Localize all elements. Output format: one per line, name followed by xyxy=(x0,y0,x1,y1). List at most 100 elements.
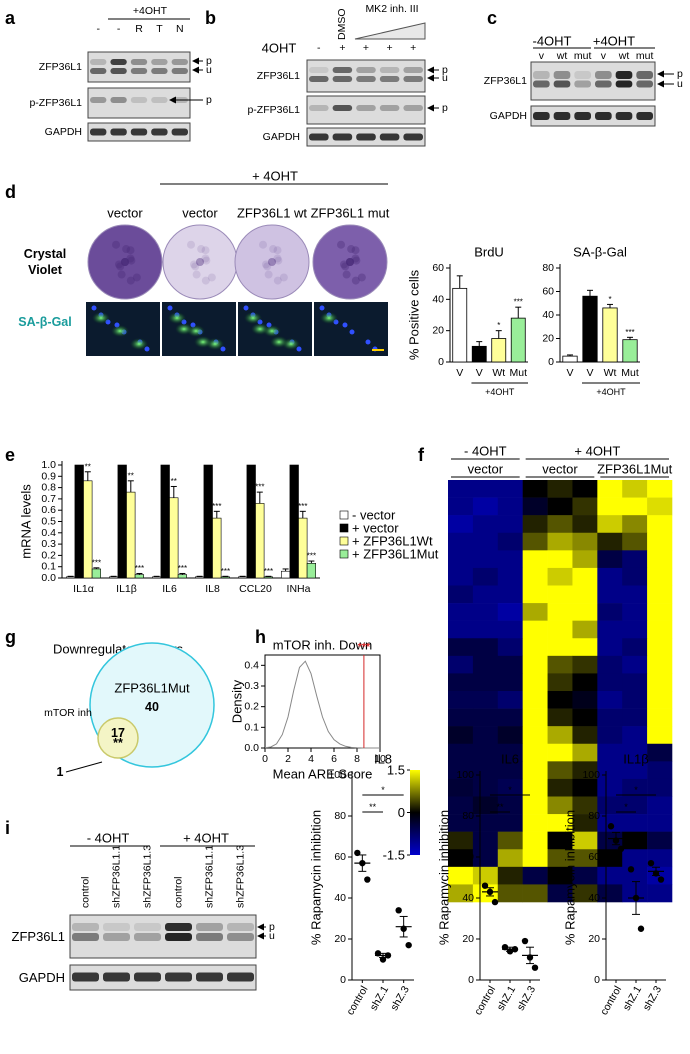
lane-label: control xyxy=(80,876,92,908)
row-label: ZFP36L1 xyxy=(12,929,65,944)
heatmap-cell xyxy=(472,708,499,727)
blot-band xyxy=(636,80,653,88)
group-label: +4OHT xyxy=(485,387,515,397)
heatmap-cell xyxy=(448,708,474,727)
stain-speckle xyxy=(121,258,129,266)
y-tick-label: 0.3 xyxy=(41,538,56,550)
blot-band xyxy=(332,67,353,73)
heatmap-cell xyxy=(448,497,474,516)
blot-band xyxy=(171,59,188,65)
heatmap-cell xyxy=(522,585,548,604)
heatmap-cell xyxy=(448,831,474,850)
heatmap-cell xyxy=(572,655,598,674)
heatmap-cell xyxy=(472,638,499,657)
beta-gal-signal xyxy=(244,312,262,324)
heatmap-cell xyxy=(647,550,673,569)
data-point xyxy=(364,876,371,883)
heatmap-cell xyxy=(522,761,548,780)
blot-band xyxy=(332,76,353,82)
blot xyxy=(87,51,191,83)
stain-speckle xyxy=(351,276,360,285)
stain-speckle xyxy=(121,258,129,266)
nucleus xyxy=(342,322,348,328)
heatmap-cell xyxy=(622,550,648,569)
heatmap-cell xyxy=(547,480,573,498)
beta-gal-signal xyxy=(320,312,338,324)
heatmap-cell xyxy=(448,866,474,885)
legend-swatch xyxy=(339,536,349,546)
heatmap-cell xyxy=(647,708,673,727)
heatmap-cell xyxy=(547,532,573,551)
heatmap-cell xyxy=(472,778,499,797)
significance: * xyxy=(381,785,385,795)
heatmap-cell xyxy=(597,726,623,745)
heatmap-cell xyxy=(472,691,499,709)
arrow-label: p xyxy=(442,64,448,76)
blot-band xyxy=(171,68,188,74)
y-tick-label: 0.4 xyxy=(244,659,259,671)
heatmap-cell xyxy=(472,743,499,762)
subgroup-label: vector xyxy=(542,462,578,477)
y-tick-label: 60 xyxy=(432,262,444,274)
lane-label: N xyxy=(176,23,184,35)
y-tick-label: 60 xyxy=(334,851,346,863)
stain-speckle xyxy=(116,262,125,271)
heatmap-cell xyxy=(522,866,548,885)
heatmap-cell xyxy=(522,796,548,815)
y-tick-label: 40 xyxy=(334,892,346,904)
bar xyxy=(117,464,127,579)
blot-band xyxy=(90,68,107,74)
heatmap-cell xyxy=(622,480,648,498)
blot-band xyxy=(196,972,223,982)
legend-label: + ZFP36L1Wt xyxy=(352,534,433,549)
beta-gal-signal xyxy=(194,336,212,348)
heatmap-cell xyxy=(497,743,523,762)
heatmap-cell xyxy=(448,726,474,745)
stain-speckle xyxy=(122,245,131,254)
beta-gal-signal xyxy=(130,338,148,350)
blot-band xyxy=(309,67,329,73)
x-tick-label: 4 xyxy=(308,753,314,765)
significance: * xyxy=(497,321,500,330)
lane-label: shZFP36L1.1 xyxy=(204,845,216,908)
bar xyxy=(195,576,205,579)
heatmap-cell xyxy=(522,726,548,745)
stain-speckle xyxy=(121,258,129,266)
stain-speckle xyxy=(196,258,204,266)
row-label: ZFP36L1 xyxy=(484,75,527,87)
heatmap-cell xyxy=(472,585,499,604)
blot-band xyxy=(134,933,161,941)
heatmap-cell xyxy=(572,796,598,815)
y-tick-label: 0 xyxy=(468,974,474,986)
y-tick-label: 100 xyxy=(456,769,474,781)
data-point xyxy=(617,845,625,852)
x-tick-label: control xyxy=(472,984,498,1017)
bar xyxy=(109,576,119,579)
data-point xyxy=(657,876,665,883)
y-tick-label: 0.9 xyxy=(41,470,56,482)
blot-band xyxy=(165,923,192,931)
heatmap-cell xyxy=(547,515,573,534)
heatmap-cell xyxy=(522,691,548,709)
chart-title: IL6 xyxy=(501,752,519,767)
lane-label: control xyxy=(173,876,185,908)
panel-label: g xyxy=(5,627,16,647)
heatmap-cell xyxy=(547,497,573,516)
bar xyxy=(452,287,468,363)
heatmap-cell xyxy=(497,480,523,498)
heatmap-cell xyxy=(448,743,474,762)
bar xyxy=(491,338,507,363)
significance: ** xyxy=(496,802,504,812)
arrow-label: p xyxy=(677,68,683,80)
x-tick-label: shZ.1 xyxy=(495,984,519,1013)
data-point xyxy=(637,925,645,932)
heatmap-cell xyxy=(522,655,548,674)
blot-band xyxy=(165,933,192,941)
heatmap-cell xyxy=(572,761,598,780)
panel-label: h xyxy=(255,627,266,647)
blot-band xyxy=(196,923,223,931)
significance: * xyxy=(508,785,512,795)
group-label: - 4OHT xyxy=(87,831,130,846)
stain-speckle xyxy=(196,258,204,266)
